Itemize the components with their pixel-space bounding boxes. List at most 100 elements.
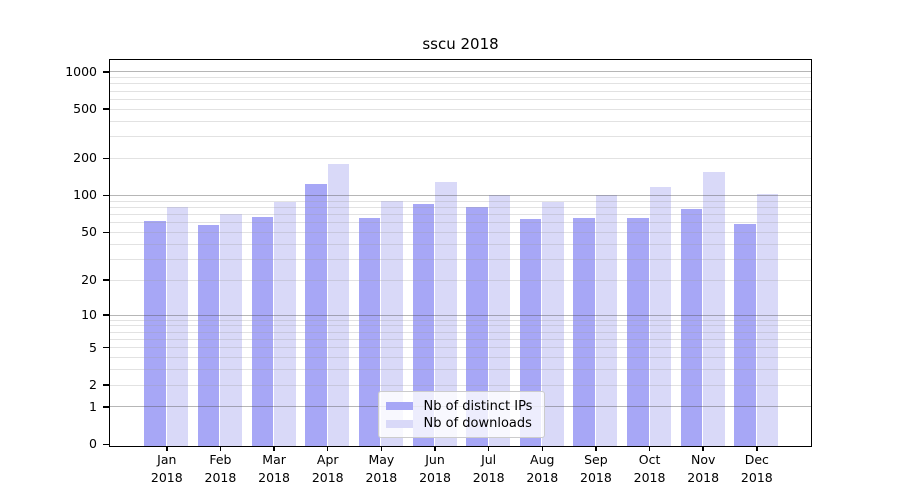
minor-gridline (109, 213, 811, 215)
y-tick-label: 1 (89, 398, 97, 414)
x-tick-mark (166, 446, 168, 451)
bar-distinct-ips (680, 209, 703, 446)
x-tick-label: Aug 2018 (526, 452, 559, 485)
legend-item-downloads: Nb of downloads (385, 415, 536, 432)
y-tick-mark (103, 443, 109, 446)
y-tick-label: 10 (81, 307, 97, 323)
y-tick-mark (103, 384, 109, 386)
bar-downloads (756, 194, 779, 446)
bar-distinct-ips (144, 221, 166, 446)
minor-gridline (109, 231, 811, 233)
x-tick-mark (541, 446, 544, 451)
x-tick-mark (273, 446, 275, 451)
minor-gridline (109, 83, 811, 85)
legend-label-downloads: Nb of downloads (423, 416, 532, 431)
y-tick-label: 20 (81, 272, 97, 288)
bar-downloads (649, 187, 672, 446)
y-tick-mark (103, 314, 109, 316)
bar-downloads (220, 213, 242, 446)
minor-gridline (109, 331, 811, 333)
x-tick-label: May 2018 (365, 452, 398, 485)
major-gridline (109, 314, 811, 316)
x-tick-mark (648, 446, 651, 451)
x-tick-label: Jun 2018 (419, 452, 451, 485)
y-tick-mark (103, 194, 109, 197)
minor-gridline (109, 258, 811, 260)
x-tick-label: Jul 2018 (472, 452, 505, 485)
minor-gridline (109, 136, 811, 138)
bar-downloads (595, 194, 618, 446)
minor-gridline (109, 222, 811, 224)
x-tick-label: Apr 2018 (311, 452, 344, 485)
x-tick-label: Dec 2018 (740, 452, 773, 485)
minor-gridline (109, 98, 811, 100)
y-tick-label: 500 (73, 101, 97, 117)
bar-downloads (488, 194, 511, 446)
minor-gridline (109, 157, 811, 159)
y-tick-mark (103, 108, 109, 110)
x-tick-label: Jan 2018 (150, 452, 183, 485)
x-tick-mark (702, 446, 704, 451)
legend-swatch-downloads (385, 419, 413, 428)
bar-distinct-ips (197, 224, 220, 446)
minor-gridline (109, 338, 811, 340)
minor-gridline (109, 108, 811, 110)
y-tick-mark (103, 279, 109, 281)
plot-area (108, 59, 812, 447)
bar-distinct-ips (251, 216, 274, 446)
x-tick-label: Sep 2018 (580, 452, 612, 485)
bar-distinct-ips (519, 218, 542, 446)
bar-distinct-ips (627, 218, 649, 446)
x-tick-mark (326, 446, 329, 451)
x-tick-label: Feb 2018 (204, 452, 237, 485)
y-tick-label: 50 (81, 224, 97, 240)
y-tick-mark (103, 71, 109, 73)
x-tick-mark (595, 446, 597, 451)
minor-gridline (109, 325, 811, 327)
bar-distinct-ips (734, 224, 756, 446)
minor-gridline (109, 90, 811, 92)
y-tick-label: 0 (89, 436, 97, 452)
bar-downloads (435, 181, 457, 446)
y-tick-label: 5 (89, 339, 97, 355)
x-tick-label: Mar 2018 (258, 452, 290, 485)
major-gridline (109, 194, 811, 196)
minor-gridline (109, 243, 811, 245)
bar-distinct-ips (573, 218, 595, 446)
chart-title: sscu 2018 (422, 35, 499, 53)
x-tick-mark (756, 446, 758, 451)
x-tick-mark (380, 446, 383, 451)
legend-label-distinct-ips: Nb of distinct IPs (423, 398, 533, 414)
legend-item-distinct-ips: Nb of distinct IPs (385, 398, 536, 415)
x-tick-mark (219, 446, 222, 451)
minor-gridline (109, 120, 811, 122)
minor-gridline (109, 347, 811, 349)
minor-gridline (109, 384, 811, 386)
bar-downloads (274, 202, 296, 446)
minor-gridline (109, 200, 811, 202)
bar-downloads (381, 201, 403, 446)
minor-gridline (109, 279, 811, 281)
y-tick-mark (103, 406, 109, 408)
bar-distinct-ips (412, 204, 434, 446)
x-tick-label: Oct 2018 (633, 452, 666, 485)
minor-gridline (109, 206, 811, 208)
y-tick-label: 100 (73, 187, 97, 203)
legend: Nb of distinct IPs Nb of downloads (377, 390, 545, 438)
minor-gridline (109, 357, 811, 359)
bar-downloads (703, 172, 725, 446)
major-gridline (109, 71, 811, 73)
y-tick-label: 1000 (65, 63, 97, 79)
bar-downloads (542, 202, 564, 446)
minor-gridline (109, 77, 811, 79)
bar-distinct-ips (358, 218, 381, 446)
bar-downloads (327, 163, 350, 446)
bar-distinct-ips (466, 207, 488, 446)
bar-distinct-ips (305, 183, 327, 446)
x-tick-mark (487, 446, 490, 451)
y-tick-mark (103, 346, 109, 349)
minor-gridline (109, 369, 811, 371)
y-tick-label: 200 (73, 150, 97, 166)
x-tick-label: Nov 2018 (687, 452, 720, 485)
